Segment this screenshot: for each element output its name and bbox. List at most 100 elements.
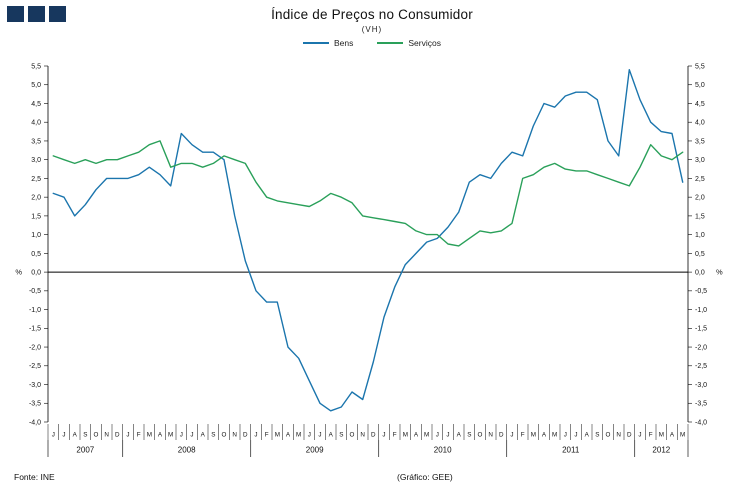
month-ticks xyxy=(47,424,689,440)
month-label: D xyxy=(243,432,248,439)
month-label: D xyxy=(627,432,632,439)
y-tick-label-right: -2,0 xyxy=(695,344,707,351)
month-label: F xyxy=(393,432,397,439)
y-tick-label-right: 1,5 xyxy=(695,213,705,220)
y-tick-label-left: 3,0 xyxy=(31,157,41,164)
month-label: M xyxy=(168,432,173,439)
month-label: J xyxy=(318,432,321,439)
month-label: O xyxy=(606,432,611,439)
month-label: S xyxy=(211,432,215,439)
month-label: S xyxy=(83,432,87,439)
chart-legend: Bens Serviços xyxy=(0,38,744,48)
year-label: 2010 xyxy=(434,446,452,455)
y-tick-label-left: 1,0 xyxy=(31,232,41,239)
month-label: J xyxy=(436,432,439,439)
series-line-bens xyxy=(52,68,684,412)
month-label: A xyxy=(542,432,547,439)
month-label: O xyxy=(350,432,355,439)
y-tick-label-right: 3,0 xyxy=(695,157,705,164)
month-label: F xyxy=(521,432,525,439)
month-label: A xyxy=(670,432,675,439)
month-label: J xyxy=(510,432,513,439)
month-label: M xyxy=(531,432,536,439)
y-tick-label-right: 4,0 xyxy=(695,120,705,127)
month-label: M xyxy=(659,432,664,439)
y-tick-label-left: 3,5 xyxy=(31,138,41,145)
y-tick-label-right: -3,5 xyxy=(695,401,707,408)
month-label: A xyxy=(457,432,462,439)
y-tick-label-left: 2,0 xyxy=(31,195,41,202)
month-label: O xyxy=(222,432,227,439)
month-label: A xyxy=(329,432,334,439)
month-label: A xyxy=(585,432,590,439)
legend-item-bens: Bens xyxy=(303,38,353,48)
month-label: J xyxy=(382,432,385,439)
y-tick-label-left: 0,5 xyxy=(31,251,41,258)
y-tick-label-left: -3,0 xyxy=(29,382,41,389)
y-tick-label-left: -4,0 xyxy=(29,419,41,426)
year-label: 2012 xyxy=(652,446,670,455)
y-tick-label-right: -1,5 xyxy=(695,326,707,333)
month-label: M xyxy=(552,432,557,439)
month-label: N xyxy=(232,432,237,439)
credit-label: (Gráfico: GEE) xyxy=(397,472,453,482)
y-tick-label-right: -3,0 xyxy=(695,382,707,389)
y-tick-label-right: 2,5 xyxy=(695,176,705,183)
y-tick-label-left: 0,0 xyxy=(31,270,41,277)
month-label: D xyxy=(371,432,376,439)
month-label: S xyxy=(595,432,599,439)
month-label: J xyxy=(190,432,193,439)
month-label: N xyxy=(360,432,365,439)
y-tick-label-left: -1,5 xyxy=(29,326,41,333)
month-label: S xyxy=(467,432,471,439)
percent-label-right: % xyxy=(716,268,723,277)
month-label: N xyxy=(104,432,109,439)
month-label: J xyxy=(180,432,183,439)
month-label: N xyxy=(488,432,493,439)
month-label: M xyxy=(275,432,280,439)
legend-line-icon xyxy=(377,42,404,44)
logo-square xyxy=(49,6,66,22)
month-label: O xyxy=(478,432,483,439)
month-label: N xyxy=(616,432,621,439)
month-label: A xyxy=(201,432,206,439)
y-tick-label-right: 5,0 xyxy=(695,82,705,89)
month-label: M xyxy=(296,432,301,439)
y-tick-label-left: 1,5 xyxy=(31,213,41,220)
month-label: S xyxy=(339,432,343,439)
month-label: J xyxy=(308,432,311,439)
source-label: Fonte: INE xyxy=(14,472,55,482)
month-label: J xyxy=(574,432,577,439)
y-tick-labels: 5,5 5,5 5,0 5,0 4,5 4,5 4,0 4,0 3,5 3,5 3,0 3,0 2,5 2… xyxy=(29,63,707,426)
year-ticks xyxy=(47,440,689,457)
y-tick-label-left: 4,0 xyxy=(31,120,41,127)
month-label: J xyxy=(52,432,55,439)
legend-line-icon xyxy=(303,42,330,44)
month-label: J xyxy=(446,432,449,439)
y-tick-label-right: 0,5 xyxy=(695,251,705,258)
chart-subtitle: (VH) xyxy=(361,25,383,34)
y-tick-label-left: -2,5 xyxy=(29,363,41,370)
month-label: A xyxy=(414,432,419,439)
legend-item-servicos: Serviços xyxy=(377,38,441,48)
y-tick-label-left: 2,5 xyxy=(31,176,41,183)
month-label: O xyxy=(94,432,99,439)
y-tick-label-right: 2,0 xyxy=(695,195,705,202)
month-label: A xyxy=(73,432,78,439)
y-tick-label-right: -4,0 xyxy=(695,419,707,426)
month-label: A xyxy=(286,432,291,439)
y-tick-label-left: 5,5 xyxy=(31,63,41,70)
legend-label: Serviços xyxy=(408,38,441,48)
percent-label-left: % xyxy=(15,268,22,277)
y-tick-label-right: -2,5 xyxy=(695,363,707,370)
month-label: D xyxy=(115,432,120,439)
logo-square xyxy=(28,6,45,22)
y-tick-label-left: 5,0 xyxy=(31,82,41,89)
y-ticks xyxy=(44,65,692,423)
month-label: F xyxy=(649,432,653,439)
month-label: J xyxy=(564,432,567,439)
month-label: F xyxy=(265,432,269,439)
month-label: J xyxy=(62,432,65,439)
